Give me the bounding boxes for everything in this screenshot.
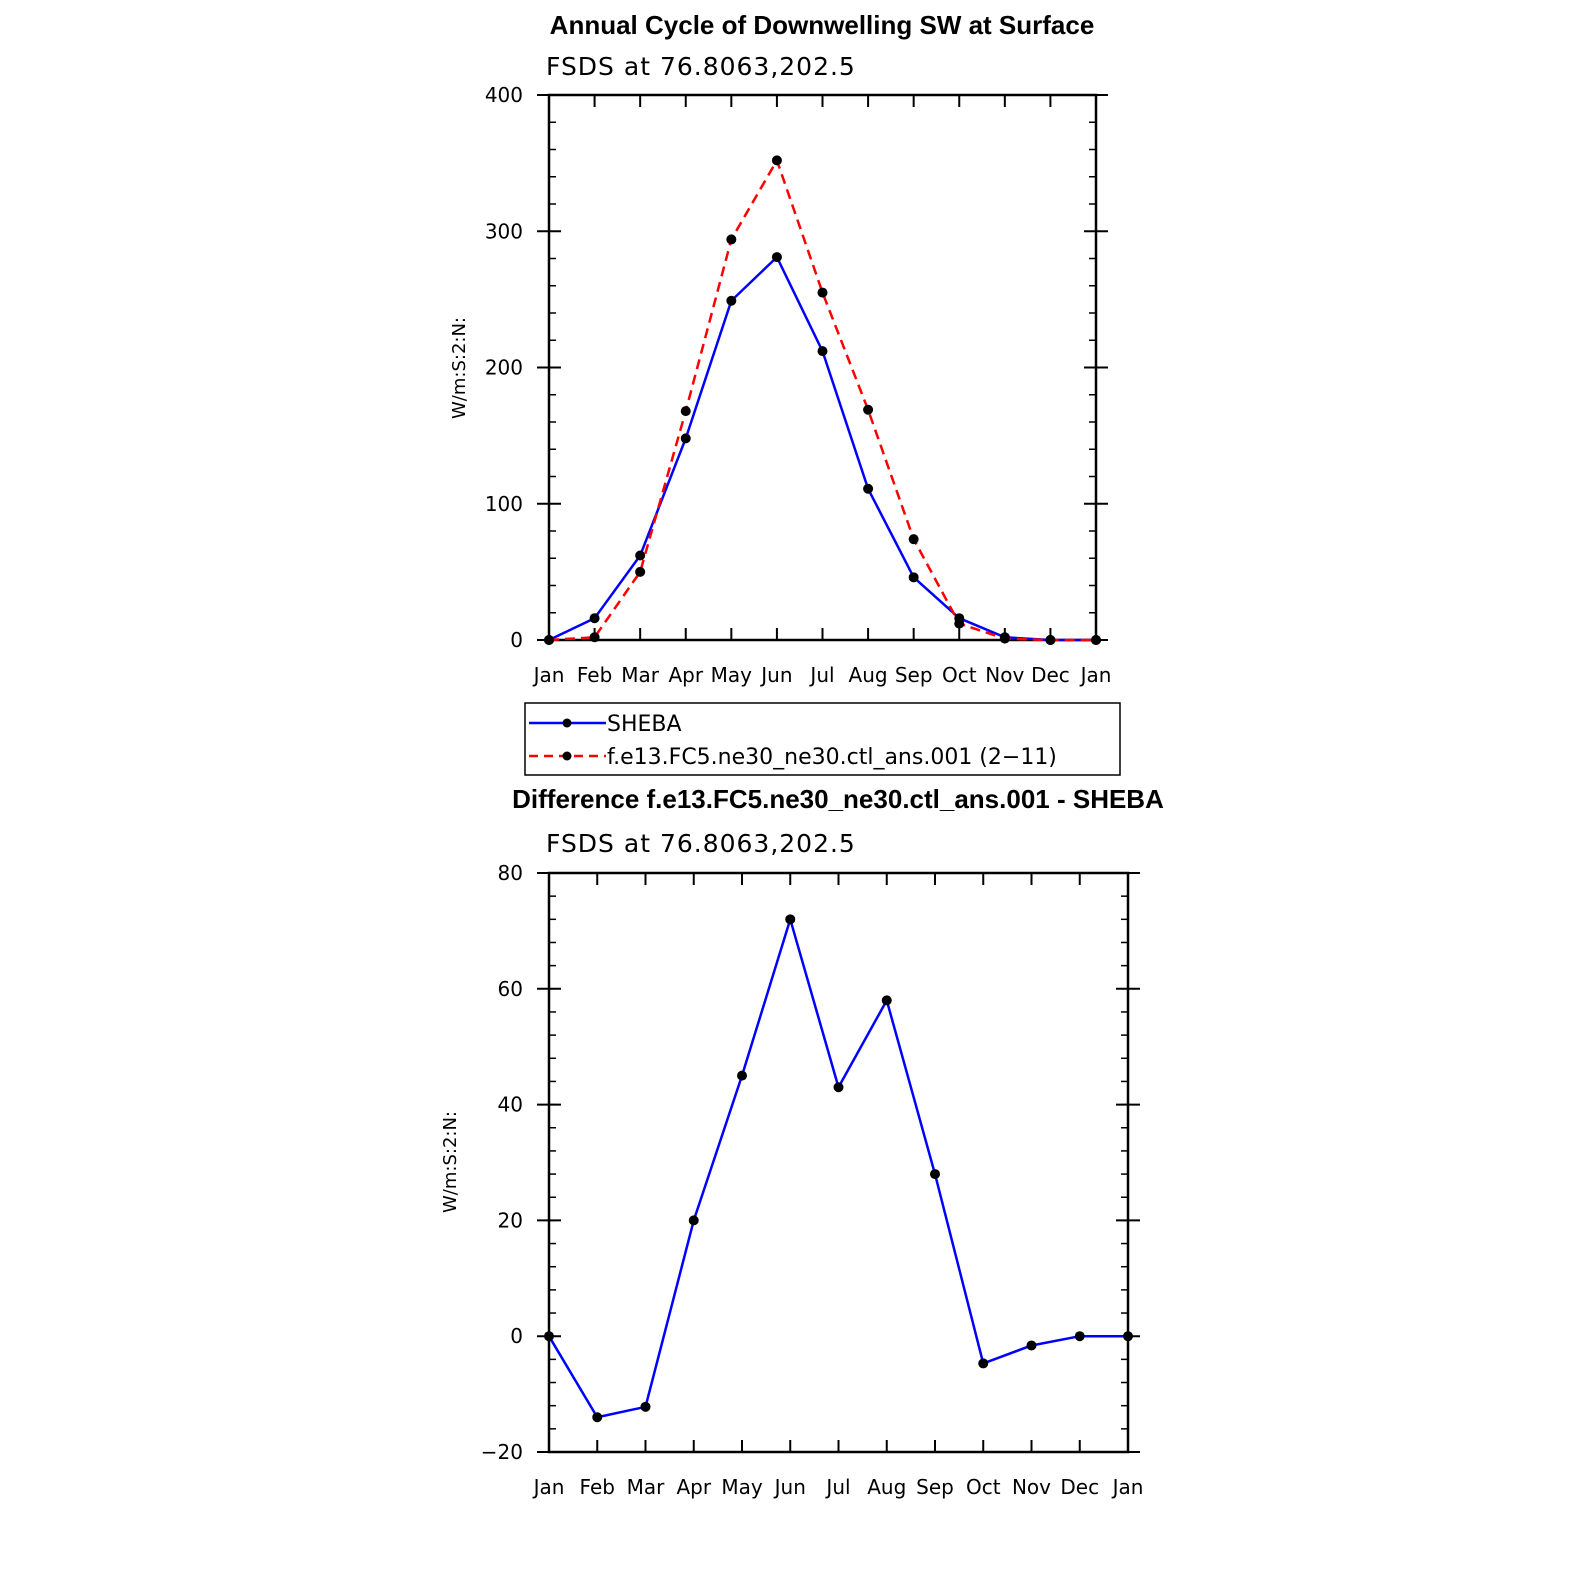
bottom-plot-frame	[547, 871, 1130, 1454]
top-series-1-point	[908, 534, 919, 545]
top-series-0-point	[726, 295, 737, 306]
bottom-x-tick-label: Oct	[966, 1475, 1001, 1499]
bottom-series-0-point	[737, 1070, 747, 1081]
top-series-1-point	[635, 566, 646, 577]
bottom-series-0-point	[881, 995, 892, 1006]
legend-marker-model	[562, 751, 572, 761]
top-series-0-point	[680, 433, 691, 444]
bottom-x-tick-label: Jan	[1111, 1475, 1144, 1499]
bottom-x-tick-label: Aug	[867, 1475, 906, 1499]
top-series-1-point	[680, 406, 691, 417]
top-x-tick-label: Apr	[668, 663, 703, 687]
top-x-tick-label: Feb	[577, 663, 612, 687]
top-x-tick-label: Oct	[942, 663, 977, 687]
bottom-series-0-point	[544, 1331, 554, 1342]
top-x-tick-label: Dec	[1031, 663, 1070, 687]
top-x-tick-label: Nov	[985, 663, 1024, 687]
bottom-series-0-point	[688, 1215, 699, 1226]
top-plot-frame	[547, 93, 1098, 642]
bottom-y-axis-label: W/m:S:2:N:	[440, 1111, 461, 1213]
bottom-series-0-point	[978, 1358, 989, 1369]
bottom-series-0-point	[640, 1401, 651, 1412]
bottom-x-tick-label: May	[721, 1475, 763, 1499]
legend-box	[524, 702, 1121, 776]
top-x-tick-label: Jun	[759, 663, 792, 687]
top-series-1-point	[589, 632, 600, 643]
top-x-tick-label: Jul	[808, 663, 834, 687]
bottom-y-tick-label: 60	[498, 977, 523, 1001]
bottom-chart-subtitle: FSDS at 76.8063,202.5	[546, 829, 856, 858]
bottom-series-line-0	[547, 918, 1128, 1419]
bottom-series-0-point	[1123, 1331, 1133, 1342]
top-x-tick-label: Mar	[621, 663, 660, 687]
legend-label-sheba: SHEBA	[607, 712, 682, 737]
top-chart-subtitle: FSDS at 76.8063,202.5	[546, 52, 856, 81]
top-y-tick-label: 0	[510, 628, 523, 652]
top-series-0-point	[908, 572, 919, 583]
bottom-x-tick-label: Apr	[676, 1475, 711, 1499]
top-y-tick-label: 400	[485, 83, 523, 107]
top-series-0-point	[589, 613, 600, 624]
top-series-1-point	[771, 155, 782, 166]
top-y-tick-label: 300	[485, 219, 523, 243]
legend: SHEBA f.e13.FC5.ne30_ne30.ctl_ans.001 (2…	[524, 702, 1121, 776]
top-series-0-point	[771, 252, 782, 263]
top-series-line-0	[548, 255, 1096, 642]
bottom-y-tick-label: 20	[498, 1208, 523, 1232]
bottom-panel-difference: Difference f.e13.FC5.ne30_ne30.ctl_ans.0…	[440, 784, 1164, 1499]
top-y-tick-label: 200	[485, 356, 523, 380]
bottom-x-tick-label: Jul	[824, 1475, 850, 1499]
top-y-axis-label: W/m:S:2:N:	[449, 317, 470, 419]
top-series-1-point	[817, 287, 828, 298]
bottom-chart-title: Difference f.e13.FC5.ne30_ne30.ctl_ans.0…	[512, 784, 1164, 814]
top-x-tick-label: Aug	[849, 663, 888, 687]
top-chart-title: Annual Cycle of Downwelling SW at Surfac…	[550, 10, 1095, 40]
top-x-tick-label: Jan	[1079, 663, 1112, 687]
bottom-x-tick-label: Jan	[532, 1475, 565, 1499]
bottom-x-tick-label: Feb	[580, 1475, 615, 1499]
top-series-1-point	[1045, 635, 1056, 645]
top-x-tick-label: Sep	[895, 663, 933, 687]
bottom-y-tick-label: 80	[498, 861, 523, 885]
bottom-series-0-point	[1074, 1331, 1085, 1342]
bottom-y-tick-label: 0	[510, 1324, 523, 1348]
bottom-series-0-point	[930, 1169, 940, 1180]
bottom-y-tick-label: 40	[498, 1093, 523, 1117]
top-series-1-point	[726, 234, 737, 245]
bottom-x-tick-label: Dec	[1060, 1475, 1099, 1499]
bottom-x-tick-label: Mar	[627, 1475, 666, 1499]
bottom-series-0-point	[592, 1412, 603, 1423]
bottom-x-tick-label: Jun	[773, 1475, 806, 1499]
top-x-tick-label: Jan	[532, 663, 565, 687]
bottom-y-tick-label: −20	[481, 1440, 523, 1464]
top-series-1-point	[999, 633, 1010, 644]
top-y-tick-label: 100	[485, 492, 523, 516]
bottom-x-tick-label: Nov	[1012, 1475, 1051, 1499]
top-panel-annual-cycle: Annual Cycle of Downwelling SW at Surfac…	[449, 10, 1111, 687]
top-series-1-point	[1091, 635, 1101, 645]
top-series-0-point	[635, 550, 646, 561]
bottom-series-0-point	[833, 1082, 844, 1093]
bottom-series-0-point	[785, 914, 796, 925]
top-series-1-point	[863, 404, 874, 415]
top-series-0-point	[863, 483, 874, 494]
top-series-0-point	[817, 346, 828, 357]
bottom-series-0-point	[1026, 1340, 1037, 1351]
top-x-tick-label: May	[711, 663, 753, 687]
legend-marker-sheba	[562, 718, 572, 728]
bottom-x-tick-label: Sep	[916, 1475, 954, 1499]
legend-label-model: f.e13.FC5.ne30_ne30.ctl_ans.001 (2−11)	[607, 745, 1057, 770]
top-series-1-point	[954, 618, 965, 629]
top-series-1-point	[544, 635, 554, 645]
